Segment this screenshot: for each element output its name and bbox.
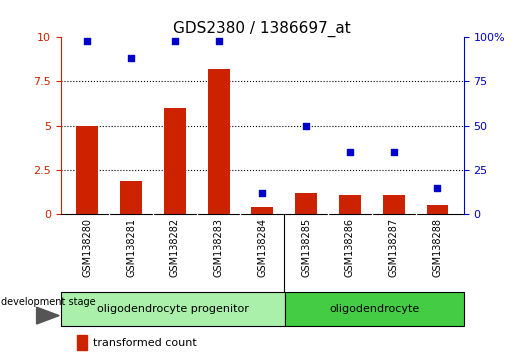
Text: GSM138285: GSM138285 bbox=[301, 218, 311, 277]
Bar bbox=[285, 292, 464, 326]
Point bbox=[83, 38, 92, 44]
Bar bbox=[77, 335, 87, 350]
Text: oligodendrocyte: oligodendrocyte bbox=[329, 304, 419, 314]
Point bbox=[302, 123, 311, 129]
Point bbox=[346, 149, 354, 155]
Bar bbox=[427, 205, 448, 214]
Text: oligodendrocyte progenitor: oligodendrocyte progenitor bbox=[97, 304, 249, 314]
Text: transformed count: transformed count bbox=[93, 338, 197, 348]
Text: development stage: development stage bbox=[1, 297, 96, 307]
Bar bbox=[251, 207, 273, 214]
Bar bbox=[120, 181, 142, 214]
Bar bbox=[383, 195, 404, 214]
Point bbox=[214, 38, 223, 44]
Text: GSM138283: GSM138283 bbox=[214, 218, 224, 277]
Bar bbox=[339, 195, 361, 214]
Text: GSM138286: GSM138286 bbox=[345, 218, 355, 277]
Bar bbox=[295, 193, 317, 214]
Bar bbox=[61, 292, 285, 326]
Bar bbox=[76, 126, 98, 214]
Bar bbox=[208, 69, 229, 214]
Point bbox=[127, 56, 135, 61]
Point bbox=[433, 185, 441, 190]
Text: GSM138284: GSM138284 bbox=[258, 218, 267, 277]
Text: GSM138282: GSM138282 bbox=[170, 218, 180, 277]
Point bbox=[390, 149, 398, 155]
Polygon shape bbox=[37, 307, 59, 324]
Text: GSM138281: GSM138281 bbox=[126, 218, 136, 277]
Point bbox=[171, 38, 179, 44]
Text: GSM138288: GSM138288 bbox=[432, 218, 443, 277]
Title: GDS2380 / 1386697_at: GDS2380 / 1386697_at bbox=[173, 21, 351, 37]
Text: GSM138280: GSM138280 bbox=[82, 218, 92, 277]
Point bbox=[258, 190, 267, 196]
Bar bbox=[164, 108, 186, 214]
Text: GSM138287: GSM138287 bbox=[388, 218, 399, 277]
